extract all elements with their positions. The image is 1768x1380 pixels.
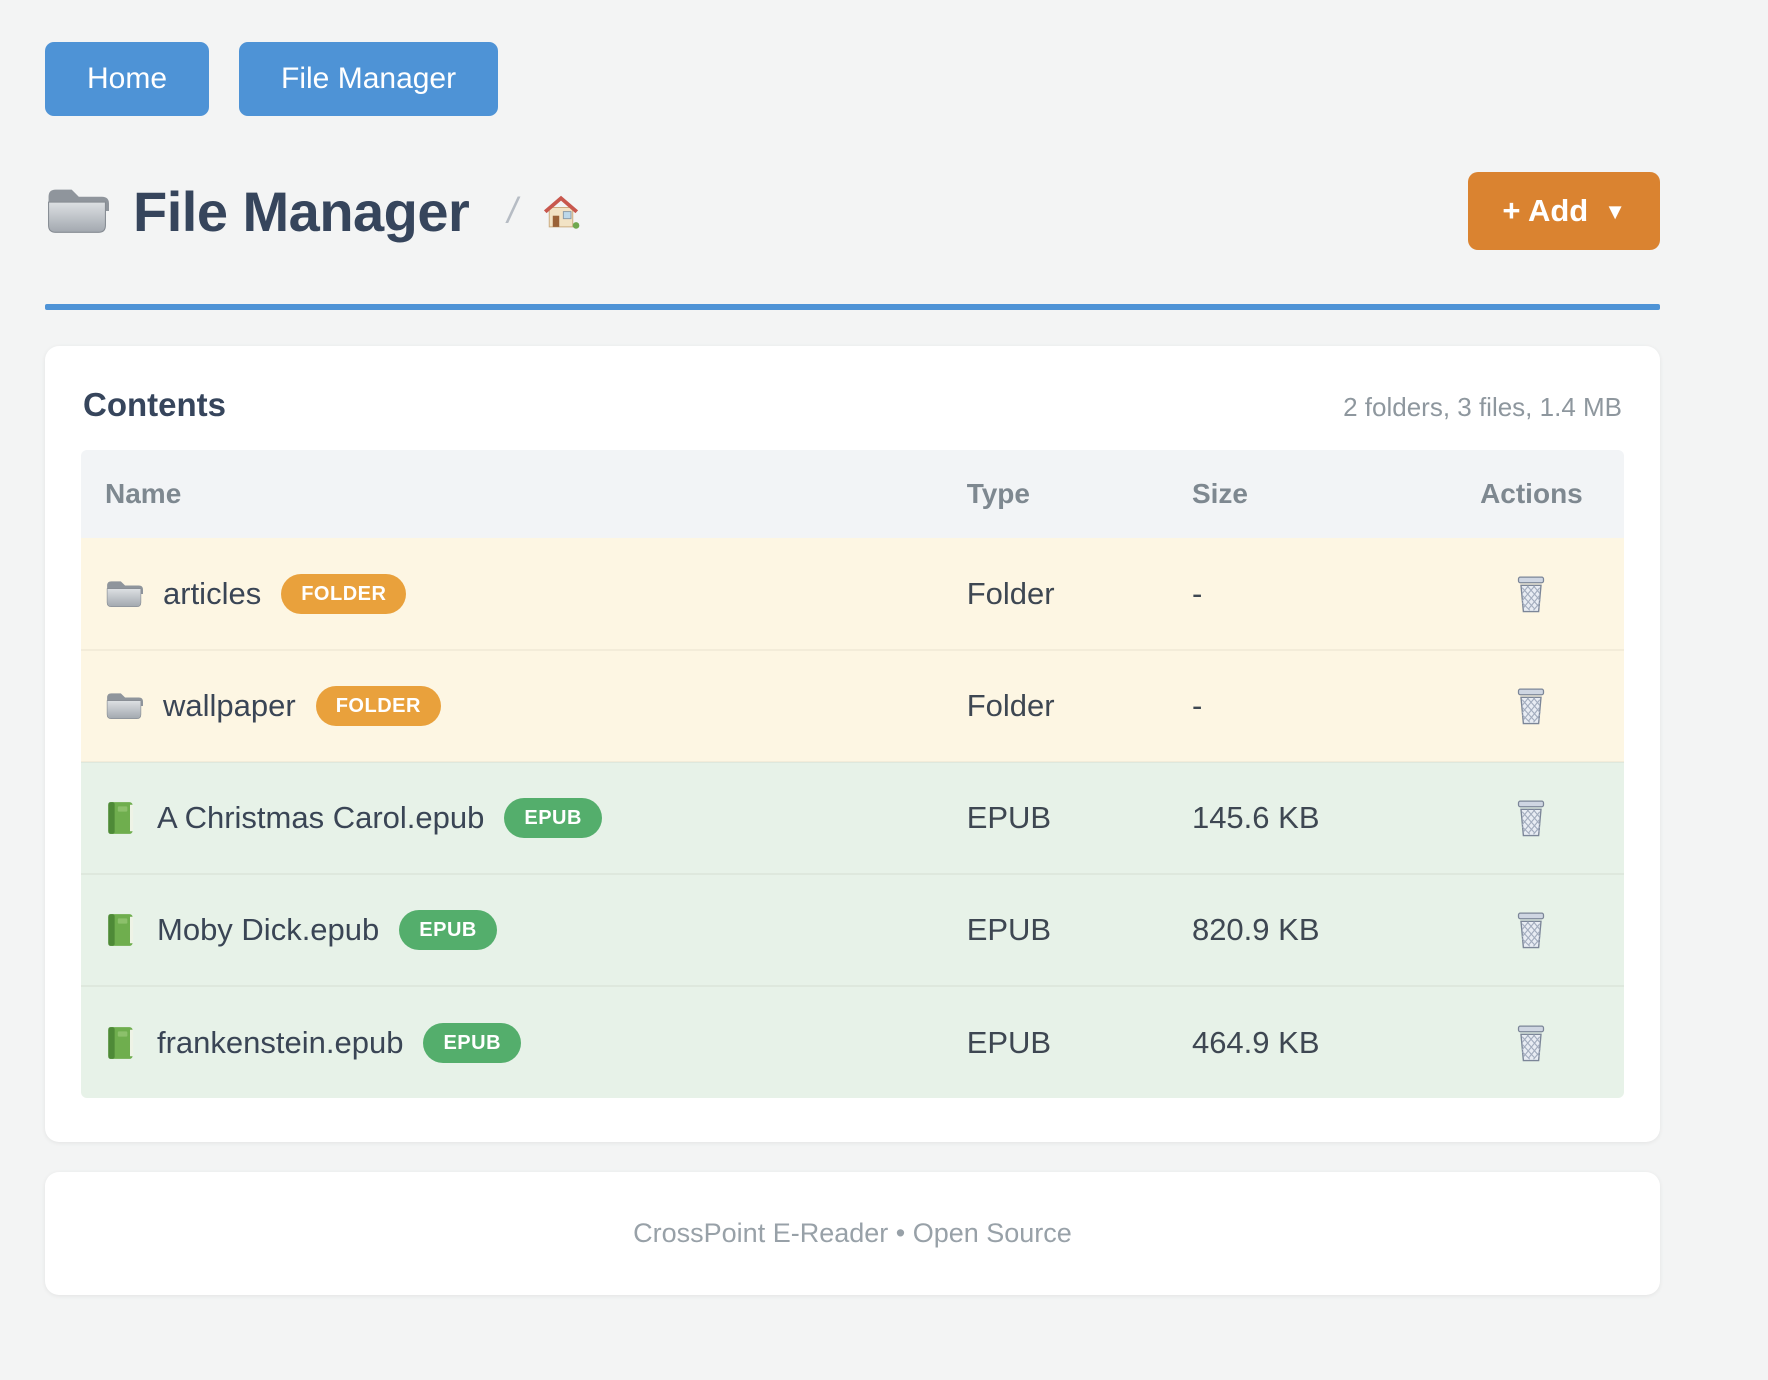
nav-file-manager-button[interactable]: File Manager [239,42,499,116]
trash-icon [1513,1023,1549,1063]
contents-card: Contents 2 folders, 3 files, 1.4 MB Name… [45,346,1660,1142]
table-row: frankenstein.epub EPUB EPUB 464.9 KB [81,985,1624,1098]
add-button[interactable]: + Add ▼ [1468,172,1660,250]
type-badge: FOLDER [281,573,407,614]
file-name[interactable]: frankenstein.epub [157,1024,404,1060]
type-badge: EPUB [399,910,497,950]
contents-card-header: Contents 2 folders, 3 files, 1.4 MB [81,386,1624,450]
breadcrumb-home-link[interactable] [541,192,581,230]
contents-title: Contents [83,386,226,423]
type-badge: EPUB [504,798,602,838]
table-row: A Christmas Carol.epub EPUB EPUB 145.6 K… [81,761,1624,874]
book-icon [105,1025,137,1061]
column-header-size: Size [1191,450,1439,538]
file-name[interactable]: wallpaper [163,688,296,723]
table-row: Moby Dick.epub EPUB EPUB 820.9 KB [81,873,1624,986]
table-header-row: Name Type Size Actions [81,450,1624,538]
top-nav: Home File Manager [45,0,1660,116]
type-badge: EPUB [423,1022,522,1063]
delete-button[interactable] [1507,682,1555,730]
delete-button[interactable] [1507,906,1555,954]
file-type: EPUB [966,873,1192,986]
folder-icon [45,184,109,238]
add-button-label: + Add [1502,193,1589,228]
house-icon [541,192,581,230]
file-table-body: articles FOLDER Folder - wallpaper FOLDE… [81,538,1624,1098]
file-size: 820.9 KB [1191,873,1439,986]
file-type: EPUB [966,761,1192,874]
contents-summary: 2 folders, 3 files, 1.4 MB [1343,392,1622,422]
footer: CrossPoint E-Reader • Open Source [45,1172,1660,1295]
trash-icon [1513,798,1549,838]
folder-icon [105,578,143,610]
delete-button[interactable] [1507,1019,1555,1067]
file-name[interactable]: A Christmas Carol.epub [157,800,485,835]
file-size: 464.9 KB [1191,985,1439,1098]
folder-icon [105,690,143,722]
delete-button[interactable] [1507,794,1555,842]
title-group: File Manager / [45,179,581,244]
caret-down-icon: ▼ [1604,199,1626,224]
book-icon [105,912,137,948]
file-name[interactable]: Moby Dick.epub [157,912,380,947]
column-header-actions: Actions [1438,450,1624,538]
page-header: File Manager / + Add ▼ [45,172,1660,250]
file-name[interactable]: articles [163,575,262,611]
table-row: wallpaper FOLDER Folder - [81,649,1624,762]
nav-home-button[interactable]: Home [45,42,210,116]
file-type: EPUB [966,985,1192,1098]
table-row: articles FOLDER Folder - [81,538,1624,650]
type-badge: FOLDER [315,686,441,726]
trash-icon [1513,686,1549,726]
page-title: File Manager [133,179,470,243]
file-size: - [1191,575,1203,611]
column-header-type: Type [966,450,1192,538]
file-type: Folder [966,649,1192,762]
trash-icon [1513,574,1549,614]
page-container: Home File Manager File Manager / + Add ▼… [45,0,1660,1295]
file-table-wrap: Name Type Size Actions articles FOLDER F… [81,450,1624,1098]
file-size: - [1191,649,1439,762]
book-icon [105,800,137,836]
header-divider [45,304,1660,310]
file-type: Folder [966,575,1055,611]
breadcrumb-separator: / [507,190,518,231]
trash-icon [1513,910,1549,950]
column-header-name: Name [81,450,967,538]
file-size: 145.6 KB [1191,761,1439,874]
footer-text: CrossPoint E-Reader • Open Source [633,1218,1072,1248]
file-table: Name Type Size Actions articles FOLDER F… [81,450,1624,1098]
delete-button[interactable] [1507,570,1555,618]
